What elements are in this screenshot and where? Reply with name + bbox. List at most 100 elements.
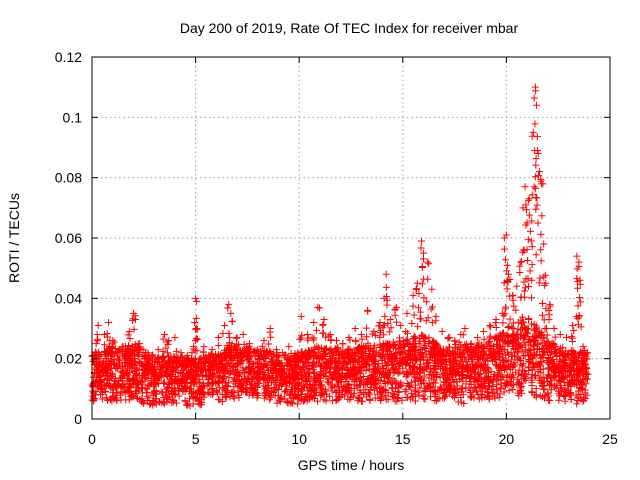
y-tick-label: 0.12 [55,49,82,65]
data-point [516,262,524,270]
data-point [342,378,350,386]
data-point [205,365,213,373]
data-point [524,236,532,244]
data-point [348,349,356,357]
data-point [194,396,202,404]
data-point [518,258,526,266]
data-point [520,278,528,286]
data-point [117,368,125,376]
data-point [271,392,279,400]
data-point [378,362,386,370]
data-point [378,355,386,363]
data-point [425,334,433,342]
data-point [350,389,358,397]
data-point [419,391,427,399]
data-point [340,383,348,391]
data-point [316,383,324,391]
data-point [134,385,142,393]
data-point [431,379,439,387]
data-point [265,373,273,381]
data-point [141,352,149,360]
data-point [126,334,134,342]
data-point [164,380,172,388]
data-point [382,386,390,394]
data-point [245,359,253,367]
data-point [171,386,179,394]
data-point [532,205,540,213]
data-point [196,378,204,386]
data-point [123,374,131,382]
data-point [504,270,512,278]
data-point [525,282,533,290]
data-point [517,258,525,266]
data-point [461,325,469,332]
data-point [165,372,173,380]
data-point [297,387,305,395]
data-point [208,385,216,393]
data-point [300,381,308,389]
data-point [307,381,315,389]
data-point [388,384,396,392]
data-point [379,346,387,354]
data-point [296,394,304,402]
data-point [309,360,317,368]
data-point [424,275,432,283]
data-point [215,341,223,349]
data-point [173,363,181,371]
data-point [124,331,132,339]
data-point [331,383,339,391]
data-point [325,379,333,387]
data-point [457,394,465,402]
data-point [184,369,192,377]
data-point [423,363,431,371]
data-point [393,318,401,326]
data-point [225,300,233,308]
x-tick-label: 15 [395,431,411,447]
data-point [532,184,540,192]
data-point [389,392,397,400]
data-point [222,392,230,400]
data-point [510,302,518,310]
data-point [201,382,209,390]
data-point [404,329,412,337]
data-point [290,394,298,402]
data-point [428,319,436,327]
data-point [316,392,324,400]
data-point [231,375,239,383]
data-point [242,378,250,386]
data-point [152,387,160,395]
data-point [404,381,412,389]
data-point [334,383,342,391]
data-point [325,364,333,372]
x-axis-label: GPS time / hours [298,457,405,473]
data-point [434,387,442,395]
data-point [324,363,332,371]
data-point [540,240,548,248]
data-point [317,362,325,370]
data-point [219,329,227,337]
data-point [282,377,290,385]
data-point [126,366,134,374]
data-point [573,400,581,408]
data-point [285,343,293,351]
data-point [383,369,391,377]
data-point [138,389,146,397]
data-point [172,399,180,407]
data-point [414,304,422,312]
data-point [444,335,452,343]
data-point [424,258,432,266]
data-point [97,390,105,398]
data-point [303,377,311,385]
data-point [267,379,275,387]
data-point [306,347,314,355]
data-point [328,397,336,405]
data-point [397,381,405,389]
data-point [305,370,313,378]
data-point [155,358,163,366]
data-point [537,230,545,238]
data-point [245,364,253,372]
data-point [294,400,302,408]
data-point [364,307,372,315]
data-point [320,390,328,398]
